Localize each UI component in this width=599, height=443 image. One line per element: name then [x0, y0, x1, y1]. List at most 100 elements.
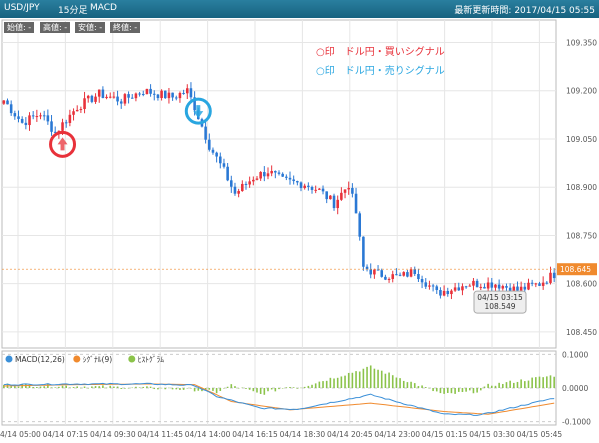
candle-down: [20, 118, 24, 123]
histogram-bar: [362, 368, 365, 388]
candle-down: [6, 100, 9, 105]
histogram-bar: [278, 388, 280, 390]
histogram-bar: [513, 382, 515, 388]
histogram-bar: [351, 372, 354, 388]
candle-up: [329, 195, 332, 200]
histogram-bar: [175, 388, 178, 390]
high-value: 高値: -: [40, 22, 71, 33]
histogram-bar: [281, 388, 284, 389]
candle-down: [193, 97, 196, 111]
macd-legend-dot: [128, 355, 136, 363]
histogram-bar: [369, 365, 372, 388]
histogram-bar: [465, 388, 467, 392]
macd-line: [3, 382, 555, 416]
histogram-bar: [270, 388, 273, 390]
candle-up: [241, 183, 244, 192]
histogram-bar: [535, 377, 537, 388]
candle-down: [530, 282, 534, 284]
time-tick-label: 04/14 09:30: [90, 430, 136, 439]
histogram-bar: [406, 382, 409, 388]
histogram-bar: [193, 388, 196, 392]
candle-up: [519, 286, 523, 291]
interval-label: 15分足: [58, 6, 88, 16]
candle-down: [369, 269, 373, 275]
candle-up: [501, 286, 505, 289]
candle-down: [130, 97, 134, 99]
candle-down: [182, 92, 185, 94]
histogram-bar: [329, 377, 332, 388]
candle-down: [42, 115, 46, 117]
candle-down: [299, 182, 303, 189]
candle-up: [167, 92, 171, 99]
histogram-bar: [421, 385, 423, 388]
candle-down: [398, 274, 402, 276]
candle-up: [409, 269, 413, 277]
candle-down: [174, 97, 178, 99]
candle-up: [347, 187, 350, 190]
histogram-bar: [43, 386, 45, 388]
histogram-bar: [553, 376, 555, 388]
histogram-bar: [289, 386, 291, 388]
histogram-bar: [39, 386, 42, 388]
candle-down: [435, 286, 439, 291]
histogram-bar: [443, 388, 445, 394]
buy-signal-legend: ○印 ドル円・買いシグナル: [316, 45, 445, 58]
candle-down: [490, 282, 494, 288]
histogram-bar: [322, 381, 324, 388]
histogram-bar: [32, 386, 34, 388]
histogram-bar: [395, 377, 398, 388]
histogram-bar: [208, 388, 211, 390]
candle-up: [387, 278, 391, 280]
time-tick-label: 04/14 14:00: [185, 430, 231, 439]
histogram-bar: [476, 388, 478, 393]
histogram-bar: [182, 388, 185, 390]
candle-down: [439, 290, 442, 296]
histogram-bar: [83, 386, 86, 388]
histogram-bar: [234, 386, 236, 388]
histogram-bar: [402, 380, 405, 388]
candle-down: [230, 180, 233, 187]
histogram-bar: [549, 375, 552, 388]
histogram-bar: [457, 388, 460, 392]
candle-up: [534, 283, 538, 285]
price-panel: [1, 19, 557, 349]
histogram-bar: [410, 381, 412, 388]
candle-down: [464, 286, 468, 288]
candle-down: [296, 181, 299, 183]
histogram-bar: [303, 386, 306, 388]
candle-up: [340, 192, 343, 200]
histogram-bar: [505, 382, 508, 388]
histogram-bar: [197, 388, 200, 391]
candle-up: [541, 282, 545, 286]
buy-signal-marker: [49, 130, 77, 158]
histogram-bar: [160, 387, 163, 389]
macd-legend-dot: [73, 355, 81, 363]
candle-up: [255, 178, 259, 180]
histogram-bar: [127, 388, 130, 389]
candle-up: [343, 189, 347, 193]
last-updated: 最新更新時間: 2017/04/15 05:55: [454, 6, 595, 16]
candle-up: [61, 122, 64, 131]
candle-down: [277, 172, 281, 174]
histogram-bar: [47, 383, 49, 388]
histogram-bar: [292, 387, 295, 388]
histogram-bar: [502, 383, 504, 388]
last-price-tag: [557, 263, 597, 276]
histogram-bar: [256, 388, 258, 393]
candle-down: [523, 286, 527, 290]
candle-down: [310, 186, 314, 190]
candle-up: [303, 185, 306, 189]
candle-down: [152, 93, 156, 95]
price-tick-label: 108.600: [566, 280, 597, 289]
candle-down: [376, 269, 380, 271]
open-value: 始値: -: [4, 22, 35, 33]
histogram-bar: [336, 377, 339, 388]
histogram-bar: [307, 385, 310, 388]
candle-up: [248, 181, 251, 185]
histogram-bar: [391, 375, 394, 388]
histogram-bar: [179, 388, 181, 390]
crosshair-price: 108.549: [484, 302, 515, 311]
candle-down: [127, 94, 130, 98]
